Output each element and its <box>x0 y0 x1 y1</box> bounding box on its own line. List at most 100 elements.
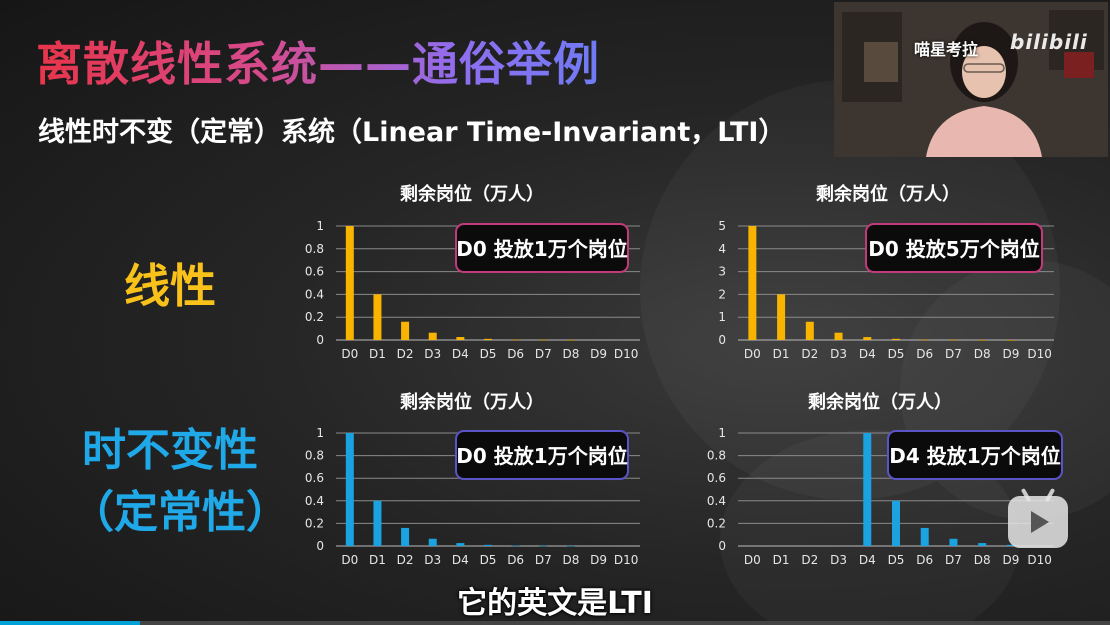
bar <box>777 294 786 340</box>
y-tick-label: 0.2 <box>305 310 324 324</box>
x-tick-label: D1 <box>773 553 790 567</box>
x-tick-label: D10 <box>614 347 639 361</box>
y-tick-label: 3 <box>718 265 726 279</box>
x-tick-label: D5 <box>480 347 497 361</box>
x-tick-label: D8 <box>562 553 579 567</box>
bar <box>373 500 382 546</box>
x-tick-label: D0 <box>744 553 761 567</box>
annotation-box <box>455 430 629 480</box>
y-tick-label: 2 <box>718 287 726 301</box>
bar <box>1006 544 1015 546</box>
bar <box>949 538 958 546</box>
bar <box>920 339 929 341</box>
row-label-time-invariant-line1: 时不变性 <box>82 425 258 476</box>
y-tick-label: 0.2 <box>305 516 324 530</box>
bar <box>345 433 354 546</box>
y-tick-label: 0 <box>316 539 324 553</box>
x-tick-label: D1 <box>369 347 386 361</box>
annotation-text: D4 投放1万个岗位 <box>889 444 1060 468</box>
x-tick-label: D3 <box>424 347 441 361</box>
row-label-linear: 线性 <box>124 259 216 313</box>
x-tick-label: D6 <box>507 347 524 361</box>
annotation-text: D0 投放1万个岗位 <box>456 444 627 468</box>
bar <box>373 294 382 340</box>
bar <box>456 543 465 546</box>
webcam-scene <box>834 2 1108 157</box>
bar <box>566 545 575 547</box>
x-tick-label: D3 <box>424 553 441 567</box>
x-tick-label: D1 <box>369 553 386 567</box>
y-tick-label: 1 <box>316 426 324 440</box>
y-tick-label: 4 <box>718 242 726 256</box>
bar <box>863 433 872 546</box>
slide-subtitle: 线性时不变（定常）系统（Linear Time-Invariant，LTI） <box>38 117 786 148</box>
x-tick-label: D5 <box>888 553 905 567</box>
x-tick-label: D4 <box>859 347 876 361</box>
annotation-box <box>865 223 1043 273</box>
chart-title: 剩余岗位（万人） <box>400 391 544 413</box>
bar <box>978 543 987 546</box>
bar <box>511 339 520 341</box>
video-progress-bar[interactable] <box>0 621 1110 625</box>
x-tick-label: D8 <box>974 347 991 361</box>
bar <box>428 332 437 340</box>
bar <box>566 339 575 341</box>
row-label-time-invariant-line2: （定常性） <box>70 487 290 538</box>
x-tick-label: D2 <box>801 347 818 361</box>
x-tick-label: D9 <box>1002 553 1019 567</box>
y-tick-label: 0 <box>316 333 324 347</box>
y-tick-label: 0.2 <box>707 516 726 530</box>
bar <box>892 500 900 546</box>
y-tick-label: 0.6 <box>707 471 726 485</box>
bar <box>401 527 410 546</box>
y-tick-label: 0.4 <box>707 494 726 508</box>
bar <box>539 545 548 547</box>
x-tick-label: D7 <box>945 553 962 567</box>
y-tick-label: 0.8 <box>707 449 726 463</box>
y-tick-label: 0.8 <box>305 449 324 463</box>
y-tick-label: 1 <box>316 219 324 233</box>
bar <box>892 338 900 340</box>
bilibili-logo-icon: bilibili <box>1010 30 1088 54</box>
x-tick-label: D4 <box>859 553 876 567</box>
x-tick-label: D6 <box>916 553 933 567</box>
x-tick-label: D7 <box>535 347 552 361</box>
bar <box>428 538 437 546</box>
video-caption: 它的英文是LTI <box>457 586 653 621</box>
bar <box>345 226 354 340</box>
y-tick-label: 0 <box>718 539 726 553</box>
x-tick-label: D2 <box>397 553 414 567</box>
x-tick-label: D10 <box>1027 347 1052 361</box>
x-tick-label: D10 <box>614 553 639 567</box>
x-tick-label: D8 <box>562 347 579 361</box>
bar <box>484 338 492 340</box>
row-label-time-invariant: 时不变性 （定常性） <box>70 420 290 544</box>
x-tick-label: D2 <box>397 347 414 361</box>
annotation-text: D0 投放5万个岗位 <box>868 237 1039 261</box>
bar <box>484 544 492 546</box>
x-tick-label: D5 <box>480 553 497 567</box>
x-tick-label: D8 <box>974 553 991 567</box>
annotation-box <box>455 223 629 273</box>
x-tick-label: D1 <box>773 347 790 361</box>
annotation-box <box>887 430 1063 480</box>
y-tick-label: 1 <box>718 310 726 324</box>
video-progress-fill <box>0 621 140 625</box>
annotation-text: D0 投放1万个岗位 <box>456 237 627 261</box>
y-tick-label: 5 <box>718 219 726 233</box>
x-tick-label: D0 <box>341 553 358 567</box>
x-tick-label: D6 <box>507 553 524 567</box>
x-tick-label: D0 <box>341 347 358 361</box>
bar <box>978 339 987 341</box>
y-tick-label: 0 <box>718 333 726 347</box>
slide-title: 离散线性系统——通俗举例 <box>36 28 600 94</box>
x-tick-label: D9 <box>590 347 607 361</box>
bar <box>920 527 929 546</box>
y-tick-label: 0.6 <box>305 471 324 485</box>
bilibili-tv-play-icon[interactable] <box>1008 487 1068 548</box>
x-tick-label: D4 <box>452 553 469 567</box>
bar <box>511 545 520 547</box>
bar <box>834 332 843 340</box>
